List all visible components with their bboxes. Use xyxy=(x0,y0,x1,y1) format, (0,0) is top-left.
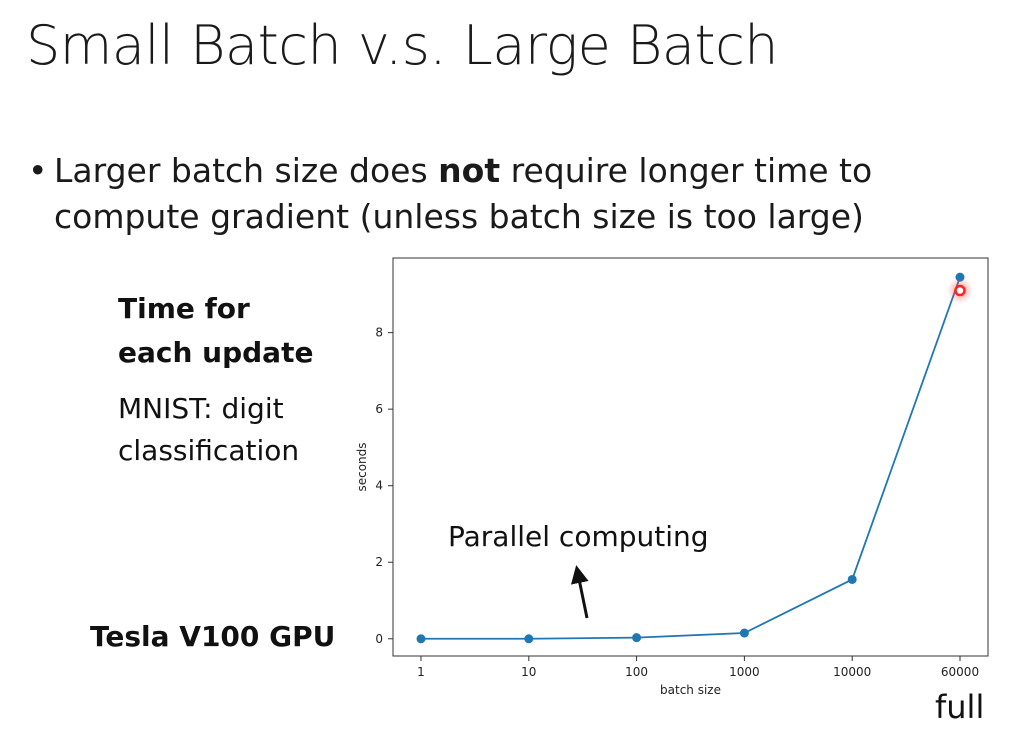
x-tick-label: 60000 xyxy=(941,665,979,679)
side-heading-line-1: Time for xyxy=(118,292,250,325)
y-axis-label: seconds xyxy=(355,442,369,491)
bullet-dot: • xyxy=(28,151,48,190)
highlight-marker xyxy=(947,277,973,304)
y-tick-label: 0 xyxy=(375,632,383,646)
annotation-arrow xyxy=(570,565,589,619)
bullet-line-1-emphasis: not xyxy=(438,151,501,190)
bullet-line-1: Larger batch size does not require longe… xyxy=(54,148,872,194)
dataset-line-1: MNIST: digit xyxy=(118,392,284,425)
data-point xyxy=(632,633,642,643)
bullet-line-1-pre: Larger batch size does xyxy=(54,151,439,190)
data-point xyxy=(739,628,749,638)
x-tick-label: 10 xyxy=(521,665,536,679)
annotation-text: Parallel computing xyxy=(448,520,709,553)
x-tick-label: 1 xyxy=(417,665,425,679)
bullet-line-1-post: require longer time to xyxy=(500,151,873,190)
dataset-line-2: classification xyxy=(118,434,300,467)
data-point xyxy=(524,634,534,644)
x-axis-label: batch size xyxy=(660,683,721,697)
plot-frame xyxy=(392,257,989,657)
x-tick-label: 100 xyxy=(625,665,648,679)
side-heading-line-2: each update xyxy=(118,336,314,369)
y-tick-label: 8 xyxy=(375,326,383,340)
x-tick-label: 1000 xyxy=(729,665,760,679)
hardware-label: Tesla V100 GPU xyxy=(90,620,336,653)
y-axis: 0 2 4 6 8 xyxy=(375,326,393,646)
y-tick-label: 4 xyxy=(375,479,383,493)
bullet-line-2: compute gradient (unless batch size is t… xyxy=(54,197,864,236)
y-tick-label: 6 xyxy=(375,402,383,416)
highlight-ring xyxy=(954,284,966,297)
y-tick-label: 2 xyxy=(375,555,383,569)
page-title: Small Batch v.s. Large Batch xyxy=(26,14,779,77)
x-axis: 1 10 100 1000 10000 60000 xyxy=(417,656,979,679)
series-line xyxy=(421,276,961,640)
x-tick-label: 10000 xyxy=(833,665,871,679)
full-batch-label: full xyxy=(935,688,985,726)
series-points xyxy=(416,272,965,644)
data-point xyxy=(416,634,426,644)
data-point xyxy=(847,574,857,584)
